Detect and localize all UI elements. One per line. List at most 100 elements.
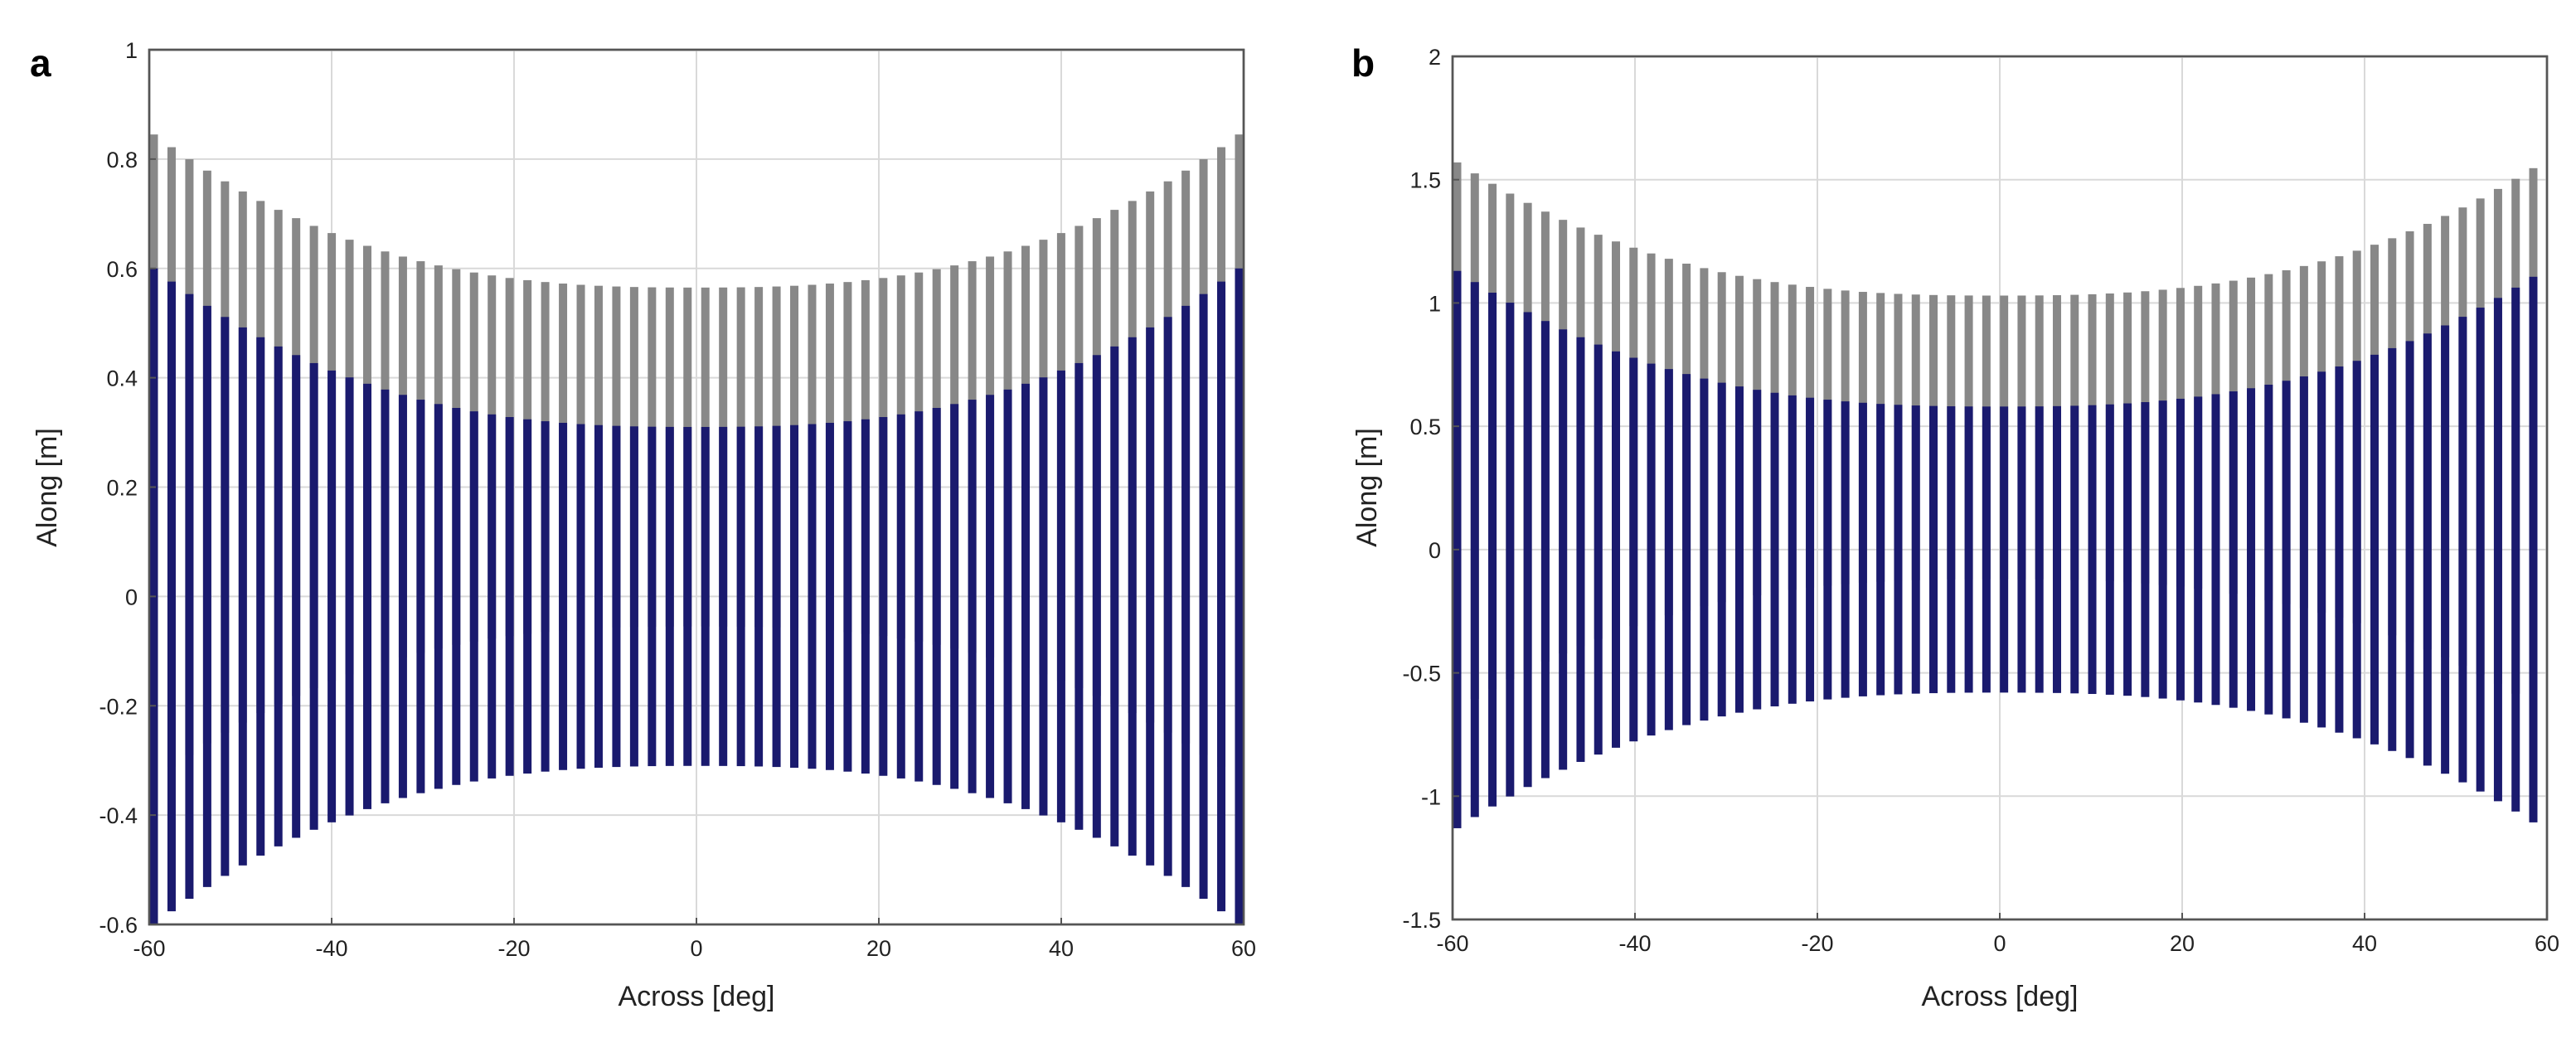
inner-footprint-bar bbox=[1876, 404, 1885, 696]
inner-footprint-bar bbox=[1075, 362, 1084, 830]
inner-footprint-bar bbox=[2370, 354, 2379, 745]
x-tick-label: 20 bbox=[866, 936, 891, 961]
inner-footprint-bar bbox=[274, 346, 283, 847]
inner-footprint-bar bbox=[1092, 355, 1101, 838]
inner-footprint-bar bbox=[2123, 403, 2132, 696]
inner-footprint-bar bbox=[469, 411, 478, 782]
inner-footprint-bar bbox=[1110, 346, 1119, 847]
y-tick-label: 0.8 bbox=[106, 148, 138, 172]
inner-footprint-bar bbox=[256, 337, 265, 856]
inner-footprint-bar bbox=[1806, 397, 1815, 702]
x-tick-label: -60 bbox=[1436, 931, 1468, 956]
y-tick-label: 0.5 bbox=[1409, 415, 1441, 439]
plot-a-xticks: -60 -40 -20 0 20 40 60 bbox=[133, 918, 1256, 961]
inner-footprint-bar bbox=[416, 400, 425, 793]
inner-footprint-bar bbox=[1146, 327, 1155, 866]
inner-footprint-bar bbox=[1470, 282, 1479, 817]
inner-footprint-bar bbox=[2299, 376, 2308, 723]
inner-footprint-bar bbox=[2493, 298, 2502, 802]
x-tick-label: -40 bbox=[315, 936, 347, 961]
inner-footprint-bar bbox=[1911, 405, 1920, 694]
inner-footprint-bar bbox=[896, 414, 905, 779]
inner-footprint-bar bbox=[309, 362, 318, 830]
plot-b-xlabel: Across [deg] bbox=[1922, 981, 2079, 1012]
inner-footprint-bar bbox=[2247, 388, 2256, 711]
y-tick-label: 0.2 bbox=[106, 476, 138, 501]
inner-footprint-bar bbox=[1664, 369, 1673, 730]
inner-footprint-bar bbox=[2458, 317, 2467, 783]
inner-footprint-bar bbox=[1929, 405, 1938, 694]
inner-footprint-bar bbox=[221, 317, 230, 876]
plot-a-yticks: -0.6 -0.4 -0.2 0 0.2 0.4 0.6 0.8 1 bbox=[99, 38, 156, 938]
panel-b: b -60 -40 -20 0 20 40 60 -1.5 -1 -0.5 0 0.5 1 1.5 2 A… bbox=[1351, 41, 2559, 1012]
x-tick-label: -40 bbox=[1618, 931, 1651, 956]
x-tick-label: 20 bbox=[2170, 931, 2195, 956]
inner-footprint-bar bbox=[2476, 308, 2485, 792]
inner-footprint-bar bbox=[790, 424, 799, 768]
inner-footprint-bar bbox=[1823, 400, 1832, 700]
y-tick-label: -1 bbox=[1421, 784, 1441, 809]
inner-footprint-bar bbox=[381, 389, 390, 803]
inner-footprint-bar bbox=[292, 355, 301, 838]
inner-footprint-bar bbox=[2352, 361, 2361, 739]
inner-footprint-bar bbox=[202, 305, 211, 887]
plot-b-bars bbox=[1453, 162, 2538, 828]
inner-footprint-bar bbox=[648, 426, 657, 767]
inner-footprint-bar bbox=[1682, 374, 1691, 725]
inner-footprint-bar bbox=[363, 383, 372, 809]
inner-footprint-bar bbox=[843, 421, 852, 772]
inner-footprint-bar bbox=[167, 281, 176, 912]
x-tick-label: -20 bbox=[1801, 931, 1833, 956]
inner-footprint-bar bbox=[541, 421, 550, 772]
inner-footprint-bar bbox=[772, 425, 781, 768]
inner-footprint-bar bbox=[1700, 378, 1709, 721]
inner-footprint-bar bbox=[1217, 281, 1226, 912]
inner-footprint-bar bbox=[576, 424, 585, 769]
inner-footprint-bar bbox=[2282, 381, 2291, 719]
inner-footprint-bar bbox=[1199, 293, 1208, 900]
inner-footprint-bar bbox=[2194, 396, 2203, 703]
inner-footprint-bar bbox=[1576, 337, 1585, 762]
inner-footprint-bar bbox=[683, 426, 692, 766]
inner-footprint-bar bbox=[1770, 392, 1779, 706]
inner-footprint-bar bbox=[1056, 370, 1065, 822]
inner-footprint-bar bbox=[1488, 293, 1497, 807]
inner-footprint-bar bbox=[1128, 337, 1137, 856]
inner-footprint-bar bbox=[861, 419, 870, 774]
inner-footprint-bar bbox=[434, 404, 443, 789]
inner-footprint-bar bbox=[2405, 341, 2414, 759]
inner-footprint-bar bbox=[914, 411, 924, 782]
y-tick-label: -1.5 bbox=[1402, 908, 1441, 933]
inner-footprint-bar bbox=[1163, 317, 1172, 876]
inner-footprint-bar bbox=[2229, 391, 2238, 708]
y-tick-label: -0.2 bbox=[99, 694, 138, 719]
inner-footprint-bar bbox=[1753, 390, 1762, 710]
plot-a-xlabel: Across [deg] bbox=[619, 981, 775, 1012]
inner-footprint-bar bbox=[612, 425, 621, 768]
x-tick-label: 60 bbox=[1231, 936, 1256, 961]
inner-footprint-bar bbox=[1181, 305, 1191, 887]
x-tick-label: 40 bbox=[1049, 936, 1074, 961]
inner-footprint-bar bbox=[594, 424, 603, 768]
plot-b-yticks: -1.5 -1 -0.5 0 0.5 1 1.5 2 bbox=[1402, 45, 1459, 933]
inner-footprint-bar bbox=[950, 404, 959, 789]
inner-footprint-bar bbox=[986, 395, 995, 798]
inner-footprint-bar bbox=[736, 426, 745, 767]
inner-footprint-bar bbox=[2141, 402, 2150, 697]
x-tick-label: 0 bbox=[1993, 931, 2006, 956]
inner-footprint-bar bbox=[1523, 312, 1532, 788]
inner-footprint-bar bbox=[1559, 329, 1568, 770]
inner-footprint-bar bbox=[1647, 363, 1656, 736]
inner-footprint-bar bbox=[2211, 394, 2220, 706]
inner-footprint-bar bbox=[1594, 344, 1603, 755]
inner-footprint-bar bbox=[523, 419, 532, 774]
inner-footprint-bar bbox=[719, 426, 728, 766]
y-tick-label: 2 bbox=[1429, 45, 1441, 70]
plot-a-ylabel: Along [m] bbox=[32, 428, 63, 547]
inner-footprint-bar bbox=[452, 408, 461, 785]
inner-footprint-bar bbox=[2017, 406, 2026, 693]
inner-footprint-bar bbox=[665, 426, 674, 766]
inner-footprint-bar bbox=[2088, 405, 2097, 695]
inner-footprint-bar bbox=[968, 400, 977, 793]
